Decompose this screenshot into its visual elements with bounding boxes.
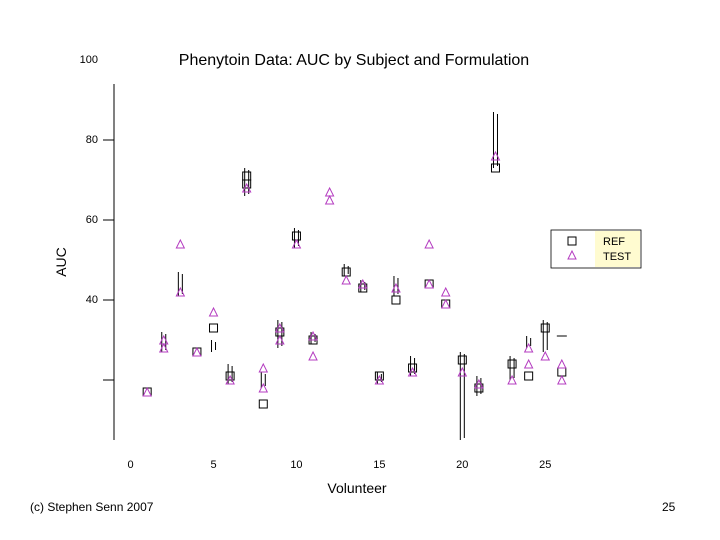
ref-point — [192, 347, 202, 357]
ref-point — [490, 163, 500, 173]
test-point — [374, 374, 385, 385]
test-point — [241, 182, 252, 193]
y-tick-label: 60 — [86, 214, 98, 226]
ref-point — [341, 267, 351, 277]
test-point — [275, 322, 285, 333]
y-axis-label: AUC — [53, 247, 69, 277]
test-point — [258, 382, 269, 393]
test-point — [158, 334, 169, 345]
x-tick-label: 15 — [373, 459, 385, 471]
test-point — [557, 358, 567, 369]
page-number: 25 — [662, 500, 676, 514]
y-axis-ticks: 40 60 80 100 — [80, 54, 114, 381]
ref-point — [374, 371, 384, 381]
test-point — [142, 386, 152, 397]
x-axis-label: Volunteer — [327, 480, 386, 496]
ref-point — [457, 355, 467, 365]
legend-test-label: TEST — [603, 251, 631, 263]
x-tick-label: 10 — [290, 459, 302, 471]
test-point — [291, 238, 302, 249]
test-point — [258, 362, 269, 373]
test-point — [391, 282, 401, 293]
test-point — [507, 374, 517, 385]
legend: REF TEST — [550, 229, 642, 269]
ref-point — [408, 363, 418, 373]
test-point — [225, 374, 235, 385]
ref-point — [391, 295, 401, 305]
ref-point — [540, 323, 550, 333]
test-point — [557, 374, 567, 385]
test-point — [523, 342, 534, 353]
test-point — [457, 366, 468, 377]
x-tick-label: 0 — [128, 459, 134, 471]
data-points — [142, 150, 567, 409]
test-point — [523, 358, 534, 369]
ref-point — [507, 359, 517, 369]
ref-point — [291, 231, 301, 241]
test-point — [407, 366, 418, 377]
test-point — [440, 286, 451, 297]
chart-title: Phenytoin Data: AUC by Subject and Formu… — [179, 52, 529, 69]
test-point — [474, 378, 484, 389]
test-point — [540, 350, 551, 361]
ref-point — [258, 399, 268, 409]
ref-point — [242, 171, 252, 181]
test-point — [275, 334, 285, 345]
test-point — [324, 194, 335, 205]
y-tick-label: 40 — [86, 294, 98, 306]
footer-credit: (c) Stephen Senn 2007 — [30, 500, 154, 514]
test-point — [341, 274, 352, 285]
test-point — [175, 238, 186, 249]
test-point — [192, 346, 202, 357]
ref-point — [142, 387, 152, 397]
test-point — [490, 150, 501, 161]
x-axis-ticks: 0 5 10 15 20 25 — [128, 459, 552, 471]
legend-ref-marker — [567, 236, 577, 246]
test-point — [424, 238, 434, 249]
ref-point — [424, 279, 434, 289]
test-point — [308, 350, 318, 361]
x-tick-label: 5 — [210, 459, 216, 471]
test-point — [324, 186, 335, 197]
test-point — [424, 278, 434, 289]
legend-test-marker — [567, 249, 577, 260]
test-point — [175, 286, 186, 297]
ref-point — [524, 371, 534, 381]
ref-point — [441, 299, 451, 309]
ref-point — [209, 323, 219, 333]
test-point — [208, 306, 219, 317]
y-tick-label: 80 — [86, 134, 98, 146]
test-point — [308, 330, 318, 341]
legend-highlight — [595, 231, 640, 267]
vertical-bars — [161, 112, 567, 440]
ref-point — [557, 367, 567, 377]
ref-point — [225, 371, 235, 381]
x-tick-label: 20 — [456, 459, 468, 471]
test-point — [158, 342, 169, 353]
y-tick-label: 100 — [80, 54, 98, 66]
test-point — [440, 298, 451, 309]
legend-ref-label: REF — [603, 236, 625, 248]
test-point — [357, 278, 368, 289]
x-tick-label: 25 — [539, 459, 551, 471]
